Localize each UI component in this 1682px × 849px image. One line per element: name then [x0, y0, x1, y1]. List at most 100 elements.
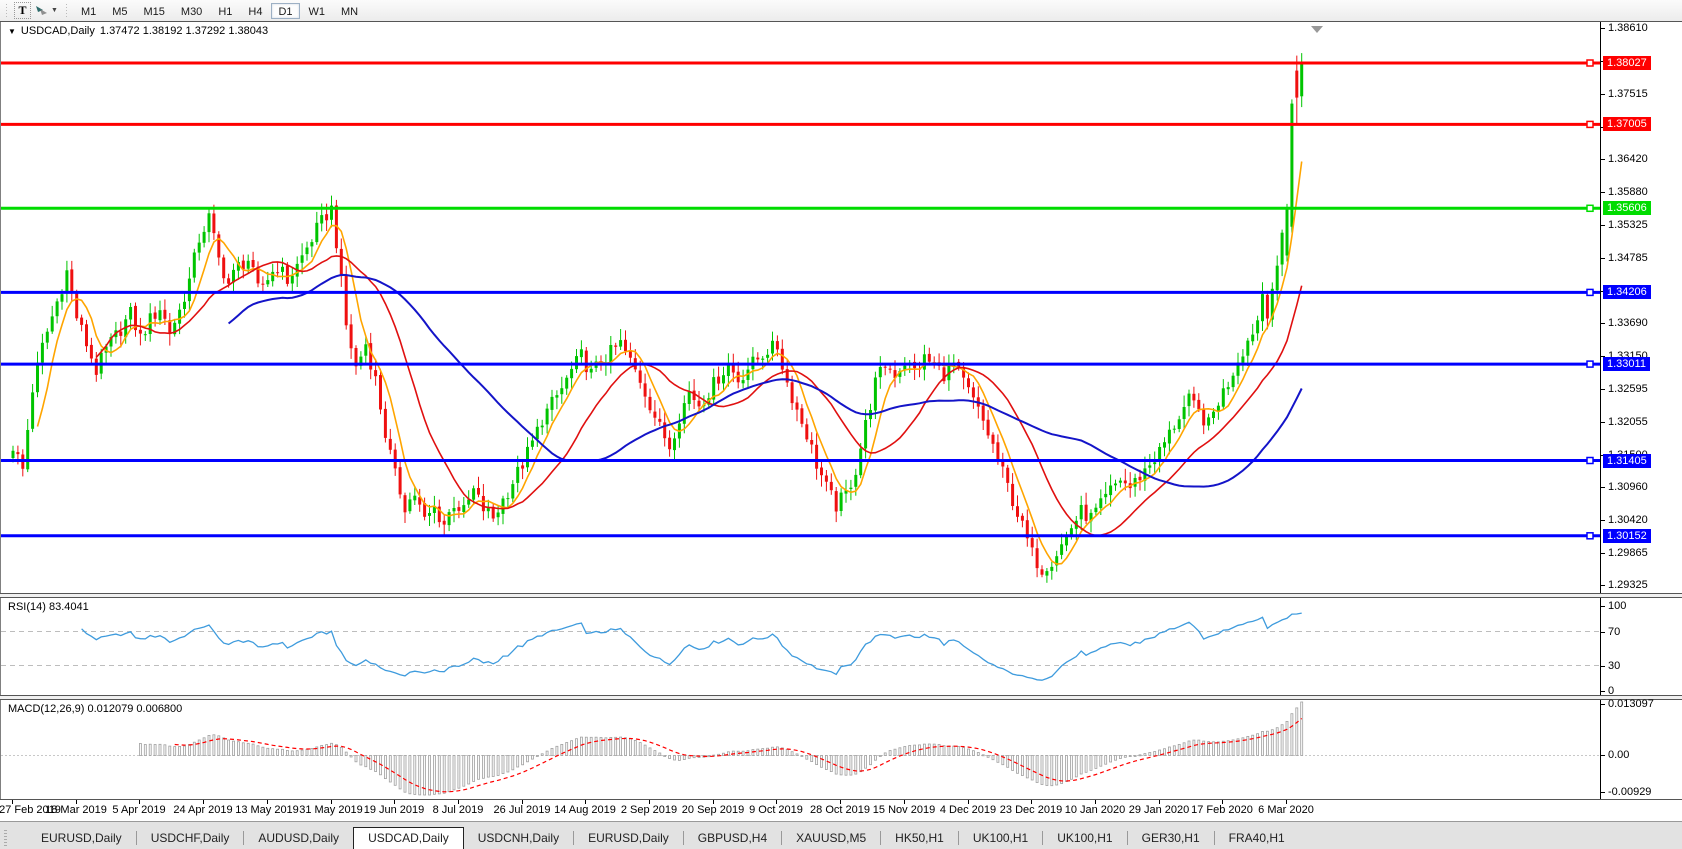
date-tick [522, 800, 523, 804]
timeframe-button-m30[interactable]: M30 [180, 5, 203, 18]
tab-divider [1042, 831, 1044, 845]
price-tick [1601, 487, 1605, 488]
date-tick [139, 800, 140, 804]
date-tick [904, 800, 905, 804]
date-label: 20 Sep 2019 [681, 804, 745, 816]
macd-tick-label: 0.013097 [1608, 698, 1654, 710]
tab-divider [880, 831, 882, 845]
macd-tick-label: -0.00929 [1608, 786, 1652, 798]
price-tick [1601, 94, 1605, 95]
tab-fra40-h1[interactable]: FRA40,H1 [1228, 831, 1285, 845]
arrows-tool-icon [36, 6, 47, 15]
date-label: 18 Mar 2019 [45, 804, 107, 816]
price-tick-label: 1.34785 [1608, 252, 1648, 264]
date-label: 31 May 2019 [299, 804, 363, 816]
date-tick [776, 800, 777, 804]
date-label: 27 Feb 2019 [0, 804, 61, 816]
rsi-pane[interactable]: RSI(14) 83.4041 [0, 598, 1601, 695]
macd-tick [1601, 792, 1605, 793]
tab-xauusd-m5[interactable]: XAUUSD,M5 [796, 831, 867, 845]
pane-separator[interactable] [0, 695, 1682, 700]
date-tick [331, 800, 332, 804]
timeframe-button-m15[interactable]: M15 [143, 5, 165, 18]
price-tick-label: 1.38610 [1608, 22, 1648, 34]
tab-divider [573, 831, 575, 845]
tab-usdcad-daily[interactable]: USDCAD,Daily [353, 827, 464, 849]
date-axis[interactable]: 27 Feb 2019 18 Mar 2019 5 Apr 2019 24 Apr 2… [0, 799, 1682, 821]
date-label: 10 Jan 2020 [1064, 804, 1126, 816]
arrows-tool-button[interactable]: ▼ [33, 2, 59, 19]
timeframe-button-m5[interactable]: M5 [112, 5, 128, 18]
date-label: 5 Apr 2019 [112, 804, 166, 816]
top-toolbar: T ▼ M1 M5 M15 M30 H1 H4 D1 W1 MN [0, 0, 1682, 22]
macd-pane[interactable]: MACD(12,26,9) 0.012079 0.006800 [0, 700, 1601, 799]
toolbar-grip[interactable] [64, 3, 68, 18]
hline-price-badge: 1.33011 [1603, 357, 1650, 371]
tab-usdchf-daily[interactable]: USDCHF,Daily [150, 831, 230, 845]
rsi-label: RSI(14) 83.4041 [8, 601, 89, 613]
candlestick-plot[interactable] [1, 22, 1600, 591]
hline-price-badge: 1.31405 [1603, 454, 1651, 468]
rsi-tick-label: 30 [1608, 660, 1621, 672]
date-label: 26 Jul 2019 [493, 804, 551, 816]
date-tick [713, 800, 714, 804]
price-tick-label: 1.30960 [1608, 481, 1648, 493]
tab-audusd-daily[interactable]: AUDUSD,Daily [258, 831, 340, 845]
price-tick [1601, 159, 1605, 160]
price-tick [1601, 192, 1605, 193]
date-tick [76, 800, 77, 804]
date-tick [12, 800, 13, 804]
tabbar-grip[interactable] [4, 830, 7, 846]
macd-tick-label: 0.00 [1608, 749, 1630, 761]
date-label: 19 Jun 2019 [363, 804, 425, 816]
date-label: 2 Sep 2019 [620, 804, 678, 816]
rsi-plot[interactable] [1, 598, 1600, 693]
price-chart-pane[interactable]: ▼ USDCAD,Daily 1.37472 1.38192 1.37292 1… [0, 22, 1601, 593]
price-tick-label: 1.30420 [1608, 514, 1648, 526]
tab-divider [1213, 831, 1215, 845]
timeframe-button-w1[interactable]: W1 [308, 5, 326, 18]
tab-uk100-h1[interactable]: UK100,H1 [972, 831, 1029, 845]
text-tool-icon: T [18, 3, 27, 17]
toolbar-grip[interactable] [5, 3, 8, 18]
text-tool-button[interactable]: T [14, 2, 31, 19]
macd-tick [1601, 755, 1605, 756]
hline-price-badge: 1.38027 [1603, 56, 1651, 70]
tab-gbpusd-h4[interactable]: GBPUSD,H4 [697, 831, 768, 845]
price-tick-label: 1.35880 [1608, 186, 1648, 198]
timeframe-button-h4[interactable]: H4 [248, 5, 263, 18]
tab-divider [957, 831, 959, 845]
date-tick [1159, 800, 1160, 804]
tab-hk50-h1[interactable]: HK50,H1 [895, 831, 944, 845]
rsi-tick-label: 70 [1608, 626, 1621, 638]
timeframe-button-mn[interactable]: MN [341, 5, 359, 18]
date-label: 24 Apr 2019 [173, 804, 233, 816]
timeframe-button-d1[interactable]: D1 [271, 2, 300, 19]
dropdown-caret-icon: ▼ [51, 7, 58, 14]
tab-eurusd-daily[interactable]: EURUSD,Daily [588, 831, 669, 845]
price-tick-label: 1.33690 [1608, 317, 1648, 329]
tab-usdcnh-daily[interactable]: USDCNH,Daily [477, 831, 560, 845]
tab-uk100-h1[interactable]: UK100,H1 [1057, 831, 1113, 845]
date-label: 23 Dec 2019 [999, 804, 1063, 816]
timeframe-button-h1[interactable]: H1 [218, 5, 233, 18]
hline-price-badge: 1.35606 [1603, 201, 1651, 215]
date-tick [840, 800, 841, 804]
date-label: 6 Mar 2020 [1258, 804, 1314, 816]
tab-divider [781, 831, 783, 845]
timeframe-button-m1[interactable]: M1 [80, 5, 97, 18]
price-tick [1601, 585, 1605, 586]
chart-symbol-period: USDCAD,Daily [20, 25, 95, 37]
collapse-arrow-icon[interactable]: ▼ [8, 26, 16, 36]
rsi-tick [1601, 632, 1605, 633]
chart-ohlc-values: 1.37472 1.38192 1.37292 1.38043 [99, 25, 269, 37]
tab-eurusd-daily[interactable]: EURUSD,Daily [41, 831, 122, 845]
price-axis[interactable]: 1.386101.380601.375151.369651.364201.358… [1601, 22, 1682, 593]
pane-separator[interactable] [0, 593, 1682, 598]
date-tick [585, 800, 586, 804]
tab-ger30-h1[interactable]: GER30,H1 [1141, 831, 1200, 845]
price-tick [1601, 356, 1605, 357]
date-label: 29 Jan 2020 [1128, 804, 1190, 816]
date-label: 28 Oct 2019 [810, 804, 870, 816]
macd-plot[interactable] [1, 700, 1600, 797]
